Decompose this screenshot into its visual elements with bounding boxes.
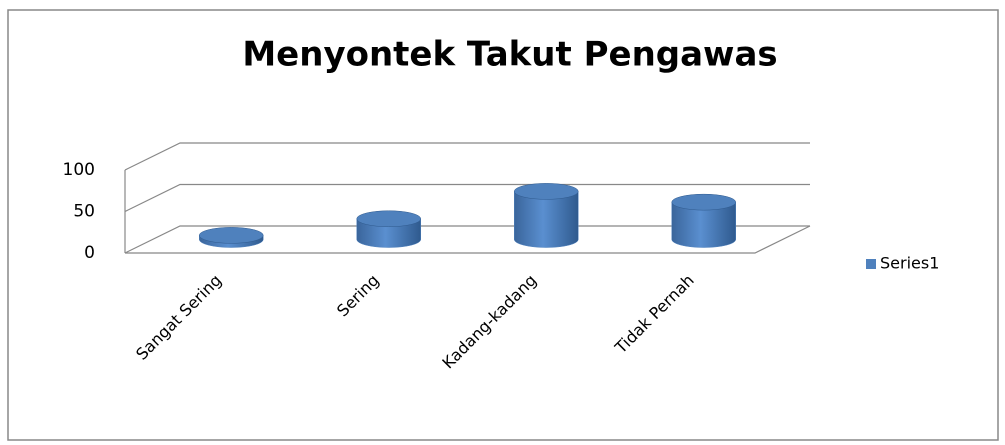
grid-line <box>124 225 810 254</box>
bar-top <box>199 227 264 244</box>
y-tick-label: 100 <box>63 160 95 180</box>
bar <box>671 201 736 248</box>
y-tick-label: 50 <box>73 202 95 222</box>
legend-label: Series1 <box>880 254 939 273</box>
floor <box>125 225 811 254</box>
chart-frame <box>7 9 999 441</box>
bar <box>514 191 579 248</box>
bar-top <box>356 210 421 227</box>
grid-line <box>124 142 810 171</box>
bar-top <box>514 183 579 200</box>
legend-swatch <box>866 259 876 269</box>
y-tick-label: 0 <box>84 243 95 263</box>
grid-line <box>124 183 810 213</box>
chart-title: Menyontek Takut Pengawas <box>242 35 777 75</box>
bar-top <box>671 193 736 211</box>
